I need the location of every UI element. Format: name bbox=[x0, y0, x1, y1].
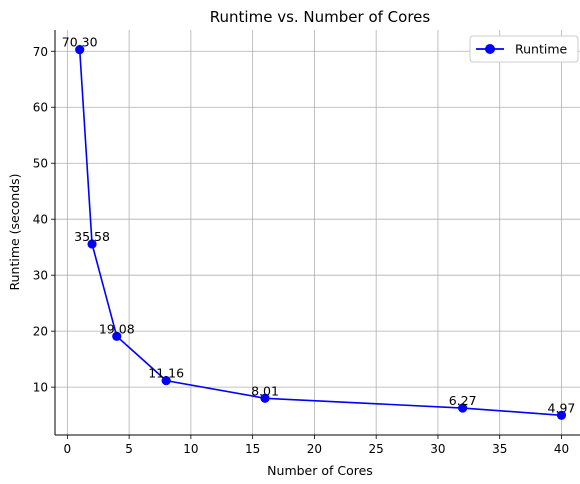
data-point bbox=[75, 44, 85, 55]
data-point bbox=[87, 239, 97, 249]
chart-title: Runtime vs. Number of Cores bbox=[210, 8, 431, 26]
x-tick-label: 30 bbox=[430, 442, 445, 456]
data-point bbox=[556, 410, 567, 420]
y-axis-label: Runtime (seconds) bbox=[7, 173, 22, 290]
series-runtime bbox=[75, 44, 567, 420]
data-labels: 70.30 35.58 19.08 11.16 8.01 6.27 4.97 bbox=[62, 35, 576, 416]
x-tick-label: 5 bbox=[125, 442, 133, 456]
data-label: 4.97 bbox=[548, 400, 576, 415]
x-tick-label: 25 bbox=[369, 442, 384, 456]
data-label: 19.08 bbox=[99, 321, 135, 336]
x-axis-label: Number of Cores bbox=[267, 463, 373, 478]
x-tick-label: 0 bbox=[64, 442, 72, 456]
axes: 0 5 10 15 20 25 30 35 40 10 20 30 40 50 60 70 bbox=[33, 30, 580, 456]
data-label: 6.27 bbox=[449, 393, 477, 408]
x-tick-label: 15 bbox=[245, 442, 260, 456]
data-point bbox=[458, 403, 468, 413]
series-line bbox=[78, 49, 562, 417]
y-tick-label: 30 bbox=[33, 269, 48, 283]
x-tick-label: 40 bbox=[554, 442, 569, 456]
legend: Runtime bbox=[469, 35, 579, 63]
data-point bbox=[112, 331, 122, 341]
data-label: 35.58 bbox=[74, 229, 110, 244]
legend-box bbox=[469, 35, 579, 63]
y-tick-label: 10 bbox=[33, 381, 48, 395]
legend-label-runtime: Runtime bbox=[515, 42, 568, 57]
legend-marker-swatch bbox=[485, 44, 495, 54]
grid-lines bbox=[55, 30, 580, 435]
y-tick-label: 70 bbox=[33, 45, 48, 59]
data-point bbox=[260, 393, 270, 403]
data-label: 8.01 bbox=[251, 383, 279, 398]
y-tick-label: 50 bbox=[33, 157, 48, 171]
y-tick-label: 40 bbox=[33, 213, 48, 227]
data-point bbox=[161, 376, 171, 386]
data-label: 11.16 bbox=[148, 366, 184, 381]
y-tick-label: 60 bbox=[33, 101, 48, 115]
y-tick-label: 20 bbox=[33, 325, 48, 339]
data-label: 70.30 bbox=[62, 35, 98, 50]
x-tick-label: 10 bbox=[183, 442, 198, 456]
x-tick-label: 35 bbox=[492, 442, 507, 456]
x-tick-label: 20 bbox=[307, 442, 322, 456]
